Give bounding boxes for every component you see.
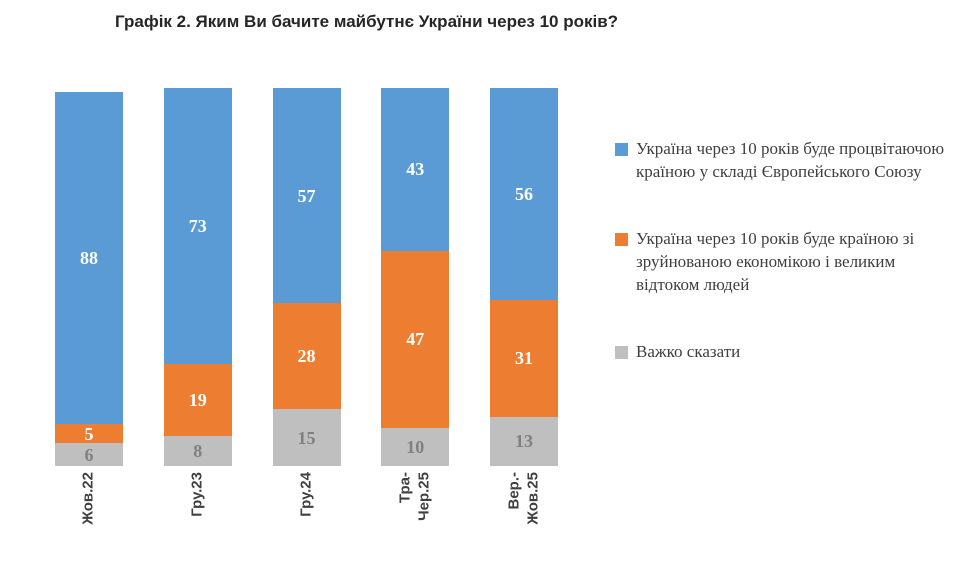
bar-value-label: 31 bbox=[515, 348, 533, 369]
legend-swatch-gray bbox=[615, 345, 628, 359]
x-axis-cell: Гру.23 bbox=[164, 470, 232, 570]
bar-value-label: 10 bbox=[406, 437, 425, 458]
x-axis: Жов.22 Гру.23 Гру.24 Тра- Чер.25 Вер.- Жов.2… bbox=[55, 470, 558, 570]
bar-value-label: 47 bbox=[406, 329, 425, 350]
bar-value-label: 57 bbox=[297, 185, 316, 206]
bar-segment: 88 bbox=[55, 91, 123, 425]
bar-value-label: 15 bbox=[297, 427, 316, 448]
bar-value-label: 8 bbox=[193, 440, 203, 461]
bar-segment: 8 bbox=[163, 435, 232, 466]
x-axis-label: Вер.- Жов.25 bbox=[505, 472, 541, 525]
bar-value-label: 13 bbox=[515, 431, 533, 452]
bar-value-label: 56 bbox=[515, 183, 533, 204]
legend-item-eu-future: Україна через 10 років буде процвітаючою… bbox=[615, 138, 945, 184]
bar-segment: 47 bbox=[381, 250, 450, 429]
bar-value-label: 88 bbox=[80, 248, 98, 269]
chart-title: Графік 2. Яким Ви бачите майбутнє Україн… bbox=[115, 12, 619, 31]
bar-value-label: 5 bbox=[84, 423, 94, 444]
legend-item-hard-to-say: Важко сказати bbox=[615, 341, 945, 364]
legend-label: Україна через 10 років буде країною зі з… bbox=[636, 228, 915, 294]
plot-area: 88 5 6 73 19 8 57 28 15 43 47 10 56 31 13 bbox=[55, 88, 558, 466]
x-axis-cell: Тра- Чер.25 bbox=[381, 470, 449, 570]
bar-segment: 15 bbox=[272, 409, 341, 466]
bar-segment: 5 bbox=[55, 423, 123, 444]
legend-swatch-blue bbox=[615, 143, 628, 156]
bar-segment: 28 bbox=[272, 303, 341, 410]
x-axis-cell: Гру.24 bbox=[273, 470, 341, 570]
bar-segment: 31 bbox=[490, 299, 558, 417]
legend-label: Україна через 10 років буде процвітаючою… bbox=[636, 139, 945, 181]
bar-segment: 56 bbox=[490, 88, 558, 300]
legend-label: Важко сказати bbox=[636, 341, 741, 361]
bar-segment: 6 bbox=[55, 443, 123, 466]
bar-segment: 57 bbox=[272, 88, 341, 304]
legend: Україна через 10 років буде процвітаючою… bbox=[615, 138, 945, 364]
bar-value-label: 19 bbox=[188, 389, 207, 410]
bar-segment: 73 bbox=[163, 88, 232, 364]
bar-segment: 10 bbox=[381, 428, 450, 466]
bar-value-label: 6 bbox=[84, 444, 94, 465]
x-axis-label: Гру.23 bbox=[188, 472, 206, 517]
bar-segment: 43 bbox=[381, 88, 450, 251]
bar-group: 88 5 6 bbox=[55, 88, 123, 466]
bar-value-label: 43 bbox=[406, 159, 425, 180]
bar-group: 56 31 13 bbox=[490, 88, 558, 466]
x-axis-cell: Вер.- Жов.25 bbox=[490, 470, 558, 570]
bar-group: 57 28 15 bbox=[272, 88, 341, 466]
bar-group: 73 19 8 bbox=[163, 88, 232, 466]
x-axis-label: Тра- Чер.25 bbox=[396, 472, 433, 521]
bar-value-label: 73 bbox=[188, 215, 207, 236]
legend-swatch-orange bbox=[615, 232, 628, 246]
x-axis-label: Гру.24 bbox=[297, 472, 315, 517]
x-axis-cell: Жов.22 bbox=[55, 470, 123, 570]
bar-segment: 19 bbox=[163, 363, 232, 436]
legend-item-ruined-economy: Україна через 10 років буде країною зі з… bbox=[615, 228, 945, 297]
x-axis-label: Жов.22 bbox=[79, 472, 97, 525]
bar-group: 43 47 10 bbox=[381, 88, 450, 466]
bar-segment: 13 bbox=[490, 416, 558, 466]
bar-value-label: 28 bbox=[297, 346, 316, 367]
